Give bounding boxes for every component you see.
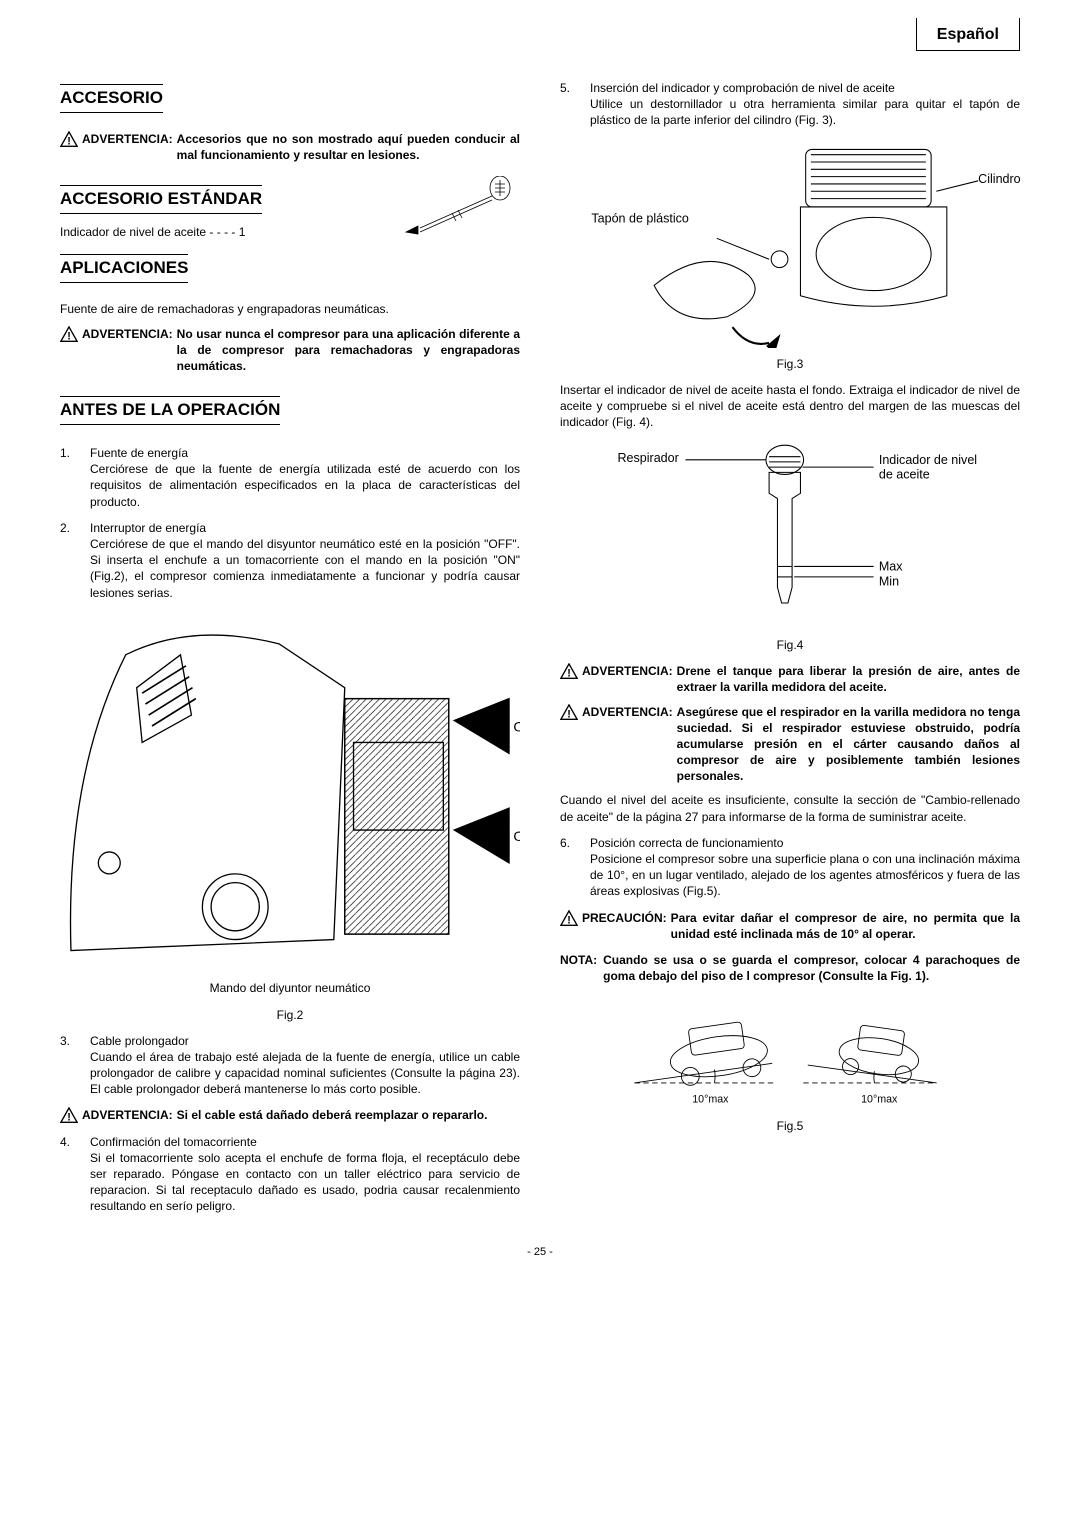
item-text: Posicione el compresor sobre una superfi… xyxy=(590,852,1020,898)
fig4-indicador-label: Indicador de nivel de aceite xyxy=(879,453,981,482)
fig3-caption: Fig.3 xyxy=(560,356,1020,372)
item-title: Confirmación del tomacorriente xyxy=(90,1135,257,1149)
precaution-label: PRECAUCIÓN: xyxy=(582,910,667,926)
item-number: 2. xyxy=(60,520,78,601)
figure-2: ON OFF Mando del diyuntor neumático Fig.… xyxy=(60,611,520,1023)
warning-1: ! ADVERTENCIA: Accesorios que no son mos… xyxy=(60,131,520,163)
figure-4: Respirador Indicador de nivel de aceite … xyxy=(560,441,1020,654)
item-text: Utilice un destornillador u otra herrami… xyxy=(590,97,1020,127)
svg-text:!: ! xyxy=(67,135,71,147)
warning-icon: ! xyxy=(60,1107,78,1123)
svg-text:!: ! xyxy=(567,668,571,680)
heading-antes: ANTES DE LA OPERACIÓN xyxy=(60,396,280,425)
left-column: ACCESORIO ! ADVERTENCIA: Accesorios que … xyxy=(60,70,520,1225)
warning-icon: ! xyxy=(60,131,78,147)
fig4-respirador-label: Respirador xyxy=(618,450,679,464)
on-label: ON xyxy=(513,719,520,735)
item-text: Cuando el área de trabajo esté alejada d… xyxy=(90,1050,520,1096)
fig5-10max-2: 10°max xyxy=(861,1094,898,1106)
warning-text: No usar nunca el compresor para una apli… xyxy=(177,326,520,375)
figure-3: Tapón de plástico Cilindro Fig.3 xyxy=(560,139,1020,372)
warning-icon: ! xyxy=(560,663,578,679)
fig5-caption: Fig.5 xyxy=(560,1118,1020,1134)
heading-estandar: ACCESORIO ESTÁNDAR xyxy=(60,185,262,214)
right-column: 5. Inserción del indicador y comprobació… xyxy=(560,70,1020,1225)
dipstick-illustration xyxy=(400,176,520,236)
warning-icon: ! xyxy=(560,910,578,926)
item-text: Cerciórese de que la fuente de energía u… xyxy=(90,462,520,508)
nota-label: NOTA: xyxy=(560,952,597,984)
item-title: Fuente de energía xyxy=(90,446,188,460)
figure-5: 10°max 10°max Fig.5 xyxy=(560,994,1020,1134)
heading-aplicaciones: APLICACIONES xyxy=(60,254,188,283)
fig4-max-label: Max xyxy=(879,559,903,573)
precaution-6: ! PRECAUCIÓN: Para evitar dañar el compr… xyxy=(560,910,1020,942)
warning-text: Accesorios que no son mostrado aquí pued… xyxy=(177,131,520,163)
nota: NOTA: Cuando se usa o se guarda el compr… xyxy=(560,952,1020,984)
item-number: 1. xyxy=(60,445,78,510)
page-number: - 25 - xyxy=(60,1245,1020,1260)
svg-text:!: ! xyxy=(567,914,571,926)
svg-text:!: ! xyxy=(67,330,71,342)
fig5-10max-1: 10°max xyxy=(692,1094,729,1106)
item-title: Posición correcta de funcionamiento xyxy=(590,836,783,850)
svg-text:!: ! xyxy=(67,1112,71,1124)
item-number: 5. xyxy=(560,80,578,129)
item-number: 4. xyxy=(60,1134,78,1215)
warning-label: ADVERTENCIA: xyxy=(582,663,673,679)
list-item: 3. Cable prolongador Cuando el área de t… xyxy=(60,1033,520,1098)
language-tab: Español xyxy=(916,18,1020,51)
warning-text: Drene el tanque para liberar la presión … xyxy=(677,663,1020,695)
warning-2: ! ADVERTENCIA: No usar nunca el compreso… xyxy=(60,326,520,375)
off-label: OFF xyxy=(513,829,520,845)
item-title: Cable prolongador xyxy=(90,1034,189,1048)
precaution-text: Para evitar dañar el compresor de aire, … xyxy=(671,910,1020,942)
svg-text:!: ! xyxy=(567,708,571,720)
warning-label: ADVERTENCIA: xyxy=(82,326,173,342)
heading-accesorio: ACCESORIO xyxy=(60,84,163,113)
fig4-caption: Fig.4 xyxy=(560,637,1020,653)
list-item: 1. Fuente de energía Cerciórese de que l… xyxy=(60,445,520,510)
warning-icon: ! xyxy=(560,704,578,720)
fig2-label: Mando del diyuntor neumático xyxy=(60,980,520,996)
list-item: 6. Posición correcta de funcionamiento P… xyxy=(560,835,1020,900)
warning-label: ADVERTENCIA: xyxy=(82,1107,173,1123)
warning-5: ! ADVERTENCIA: Asegúrese que el respirad… xyxy=(560,704,1020,785)
list-item: 2. Interruptor de energía Cerciórese de … xyxy=(60,520,520,601)
nota-text: Cuando se usa o se guarda el compresor, … xyxy=(603,952,1020,984)
warning-3: ! ADVERTENCIA: Si el cable está dañado d… xyxy=(60,1107,520,1123)
item-number: 3. xyxy=(60,1033,78,1098)
warning-icon: ! xyxy=(60,326,78,342)
item-text: Cerciórese de que el mando del disyuntor… xyxy=(90,537,520,600)
warning-text: Si el cable está dañado deberá reemplaza… xyxy=(177,1107,520,1123)
item-number: 6. xyxy=(560,835,578,900)
item-title: Inserción del indicador y comprobación d… xyxy=(590,81,895,95)
aplicaciones-text: Fuente de aire de remachadoras y engrapa… xyxy=(60,301,520,317)
list-item: 5. Inserción del indicador y comprobació… xyxy=(560,80,1020,129)
warning-text: Asegúrese que el respirador en la varill… xyxy=(677,704,1020,785)
para-fig3: Insertar el indicador de nivel de aceite… xyxy=(560,382,1020,431)
fig3-tapon-label: Tapón de plástico xyxy=(591,211,689,225)
item-title: Interruptor de energía xyxy=(90,521,206,535)
warning-label: ADVERTENCIA: xyxy=(82,131,173,147)
list-item: 4. Confirmación del tomacorriente Si el … xyxy=(60,1134,520,1215)
warning-4: ! ADVERTENCIA: Drene el tanque para libe… xyxy=(560,663,1020,695)
fig2-caption: Fig.2 xyxy=(60,1007,520,1023)
fig4-min-label: Min xyxy=(879,574,899,588)
warning-label: ADVERTENCIA: xyxy=(582,704,673,720)
fig3-cilindro-label: Cilindro xyxy=(978,171,1020,185)
para-oil: Cuando el nivel del aceite es insuficien… xyxy=(560,792,1020,824)
indicator-line: Indicador de nivel de aceite - - - - 1 xyxy=(60,224,262,240)
item-text: Si el tomacorriente solo acepta el enchu… xyxy=(90,1151,520,1214)
